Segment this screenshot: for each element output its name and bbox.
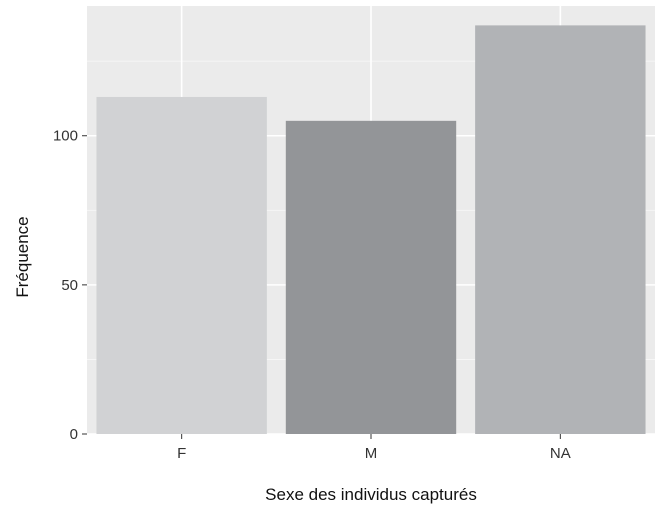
- bars: [96, 25, 646, 435]
- x-tick-label: M: [365, 445, 378, 462]
- y-tick-label: 50: [61, 277, 78, 294]
- bar-na: [475, 25, 646, 435]
- x-axis-title: Sexe des individus capturés: [265, 485, 477, 504]
- y-tick-label: 100: [53, 128, 78, 145]
- bar-m: [285, 120, 457, 434]
- x-tick-label: F: [177, 445, 186, 462]
- x-tick-label: NA: [550, 445, 571, 462]
- axes: 0 50 100 F M NA: [53, 128, 571, 462]
- y-tick-label: 0: [70, 426, 78, 443]
- y-axis-title: Fréquence: [13, 216, 32, 297]
- bar-f: [96, 96, 267, 435]
